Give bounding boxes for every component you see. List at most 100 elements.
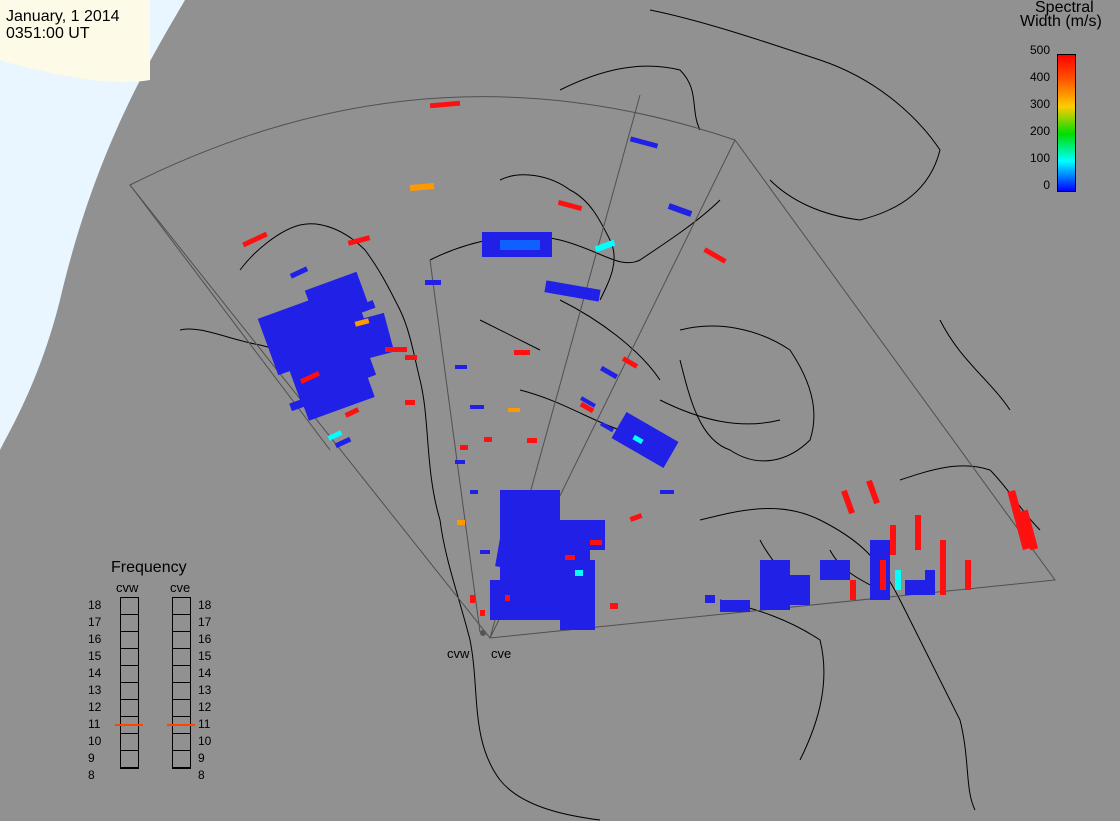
frequency-grid-line bbox=[120, 699, 138, 700]
radar-echo-cell bbox=[480, 550, 490, 554]
colorbar-tick-label: 300 bbox=[1029, 97, 1050, 111]
radar-echo-cell bbox=[354, 318, 370, 327]
radar-echo-cell bbox=[295, 359, 375, 421]
coastlines bbox=[179, 9, 1041, 821]
radar-echo-cell bbox=[544, 280, 601, 302]
radar-echo-cell bbox=[599, 365, 619, 380]
frequency-grid-line bbox=[120, 614, 138, 615]
frequency-tick-left: 12 bbox=[88, 700, 102, 714]
radar-echo-cell bbox=[455, 365, 467, 369]
radar-echo-cell bbox=[925, 570, 935, 595]
frequency-tick-left: 10 bbox=[88, 734, 102, 748]
frequency-grid-line bbox=[172, 614, 190, 615]
radar-echo-cell bbox=[866, 479, 880, 505]
frequency-bar-cve bbox=[172, 597, 191, 769]
frequency-grid-line bbox=[172, 767, 190, 768]
radar-echo-cell bbox=[1007, 489, 1031, 551]
radar-echo-cell bbox=[409, 182, 435, 192]
frequency-tick-right: 13 bbox=[198, 683, 212, 697]
frequency-grid-line bbox=[172, 597, 190, 598]
frequency-grid-line bbox=[172, 699, 190, 700]
radar-label-cve: cve bbox=[491, 646, 512, 661]
frequency-col-cve: cve bbox=[170, 580, 191, 595]
frequency-tick-left: 15 bbox=[88, 649, 102, 663]
date-label: January, 1 2014 bbox=[6, 8, 120, 25]
frequency-grid-line bbox=[172, 750, 190, 751]
radar-echo-cell bbox=[557, 199, 583, 212]
radar-echo-cell bbox=[470, 405, 484, 409]
radar-echo-cell bbox=[470, 595, 475, 603]
frequency-grid-line bbox=[120, 682, 138, 683]
radar-echo-cell bbox=[580, 396, 596, 408]
frequency-grid-line bbox=[120, 648, 138, 649]
frequency-grid-line bbox=[120, 750, 138, 751]
radar-echo-cell bbox=[480, 610, 485, 616]
radar-echo-cell bbox=[611, 412, 679, 468]
radar-echo-cell bbox=[660, 490, 674, 494]
radar-echo-cell bbox=[705, 595, 715, 603]
frequency-tick-left: 17 bbox=[88, 615, 102, 629]
frequency-tick-left: 8 bbox=[88, 768, 95, 782]
radar-echo-cell bbox=[527, 438, 537, 443]
radar-echo-cell bbox=[405, 400, 415, 405]
frequency-tick-right: 14 bbox=[198, 666, 212, 680]
radar-echo-cell bbox=[610, 603, 618, 609]
radar-echo-cell bbox=[490, 580, 540, 620]
frequency-tick-right: 10 bbox=[198, 734, 212, 748]
colorbar-tick-label: 200 bbox=[1029, 124, 1050, 138]
radar-echo-cell bbox=[940, 570, 946, 595]
frequency-marker bbox=[115, 724, 143, 726]
frequency-title: Frequency bbox=[111, 559, 187, 576]
frequency-grid-line bbox=[120, 631, 138, 632]
radar-echo-cell bbox=[242, 231, 268, 248]
frequency-tick-left: 18 bbox=[88, 598, 102, 612]
sunlit-land bbox=[0, 0, 150, 83]
radar-echo-cell bbox=[500, 240, 540, 250]
radar-echo-cell bbox=[327, 430, 343, 441]
radar-echo-cell bbox=[575, 570, 583, 576]
radar-echo-cell bbox=[505, 595, 510, 601]
radar-echo-cell bbox=[460, 445, 468, 450]
colorbar bbox=[1057, 54, 1076, 192]
radar-echo-cell bbox=[425, 280, 441, 285]
frequency-tick-left: 16 bbox=[88, 632, 102, 646]
colorbar-tick-label: 100 bbox=[1029, 151, 1050, 165]
radar-echo-cell bbox=[325, 312, 395, 368]
frequency-grid-line bbox=[172, 682, 190, 683]
radar-echo-cell bbox=[590, 540, 602, 545]
radar-echo-cell bbox=[289, 396, 311, 412]
radar-echo-cell bbox=[429, 100, 461, 109]
frequency-tick-right: 16 bbox=[198, 632, 212, 646]
frequency-grid-line bbox=[120, 767, 138, 768]
radar-echo-cell bbox=[599, 421, 615, 433]
frequency-bar-cvw bbox=[120, 597, 139, 769]
radar-echo-cell bbox=[344, 407, 360, 418]
frequency-col-cvw: cvw bbox=[116, 580, 139, 595]
radar-echo-cell bbox=[915, 515, 921, 550]
radar-echo-cell bbox=[508, 408, 520, 412]
frequency-tick-left: 11 bbox=[88, 717, 101, 731]
colorbar-tick-label: 500 bbox=[1029, 43, 1050, 57]
frequency-grid-line bbox=[172, 665, 190, 666]
radar-echo-cell bbox=[895, 570, 901, 590]
radar-echo-cell bbox=[1019, 509, 1039, 551]
radar-echo-cell bbox=[385, 347, 407, 352]
frequency-grid-line bbox=[172, 648, 190, 649]
frequency-tick-right: 17 bbox=[198, 615, 212, 629]
radar-echo-cell bbox=[579, 401, 595, 414]
frequency-panel: Frequency cvw cve 18 18 17 17 16 16 15 15 14 14 13… bbox=[85, 559, 225, 782]
colorbar-tick-label: 0 bbox=[1043, 178, 1050, 192]
radar-echo-cell bbox=[841, 489, 855, 515]
frequency-grid-line bbox=[172, 733, 190, 734]
radar-echo-cell bbox=[470, 490, 478, 494]
radar-echo-cell bbox=[299, 371, 321, 384]
frequency-tick-left: 13 bbox=[88, 683, 102, 697]
radar-site-marker bbox=[480, 630, 486, 636]
radar-echo-cell bbox=[289, 266, 309, 279]
radar-echo-cell bbox=[760, 560, 790, 610]
radar-echo-cell bbox=[455, 460, 465, 464]
frequency-grid-line bbox=[120, 716, 138, 717]
radar-echo-cell bbox=[880, 560, 886, 590]
